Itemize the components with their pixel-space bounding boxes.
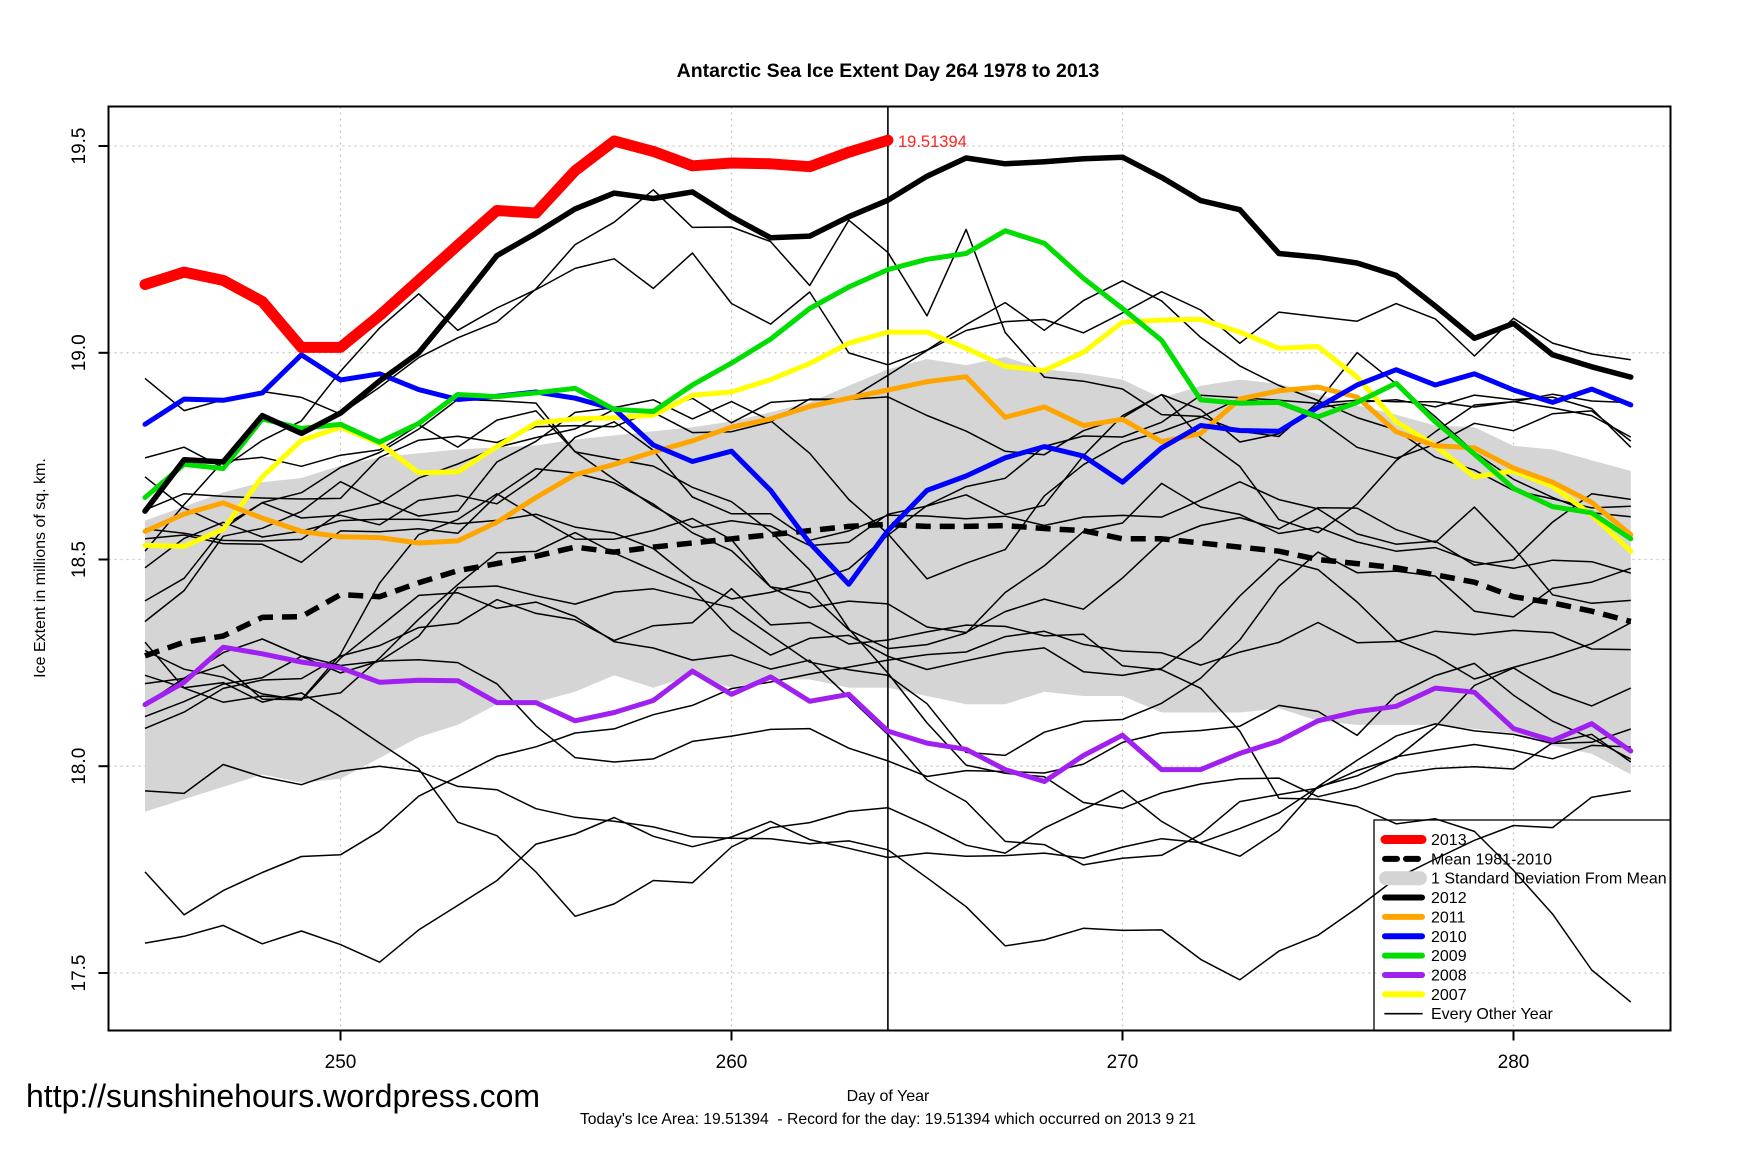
svg-text:270: 270 bbox=[1107, 1052, 1139, 1073]
svg-text:2010: 2010 bbox=[1431, 929, 1467, 946]
svg-text:Every Other Year: Every Other Year bbox=[1431, 1006, 1554, 1023]
svg-text:280: 280 bbox=[1498, 1052, 1530, 1073]
svg-text:2007: 2007 bbox=[1431, 987, 1467, 1004]
svg-text:260: 260 bbox=[716, 1052, 748, 1073]
svg-text:19.51394: 19.51394 bbox=[898, 133, 967, 151]
svg-text:2008: 2008 bbox=[1431, 967, 1467, 984]
svg-text:19.0: 19.0 bbox=[69, 334, 90, 371]
svg-text:18.0: 18.0 bbox=[69, 748, 90, 785]
svg-text:Day of Year: Day of Year bbox=[847, 1088, 930, 1105]
svg-text:19.5: 19.5 bbox=[69, 128, 90, 165]
svg-text:1 Standard Deviation From Mean: 1 Standard Deviation From Mean bbox=[1431, 871, 1667, 888]
svg-text:http://sunshinehours.wordpress: http://sunshinehours.wordpress.com bbox=[26, 1078, 540, 1114]
svg-text:18.5: 18.5 bbox=[69, 541, 90, 578]
svg-text:Ice Extent in millions of sq.: Ice Extent in millions of sq. km. bbox=[32, 458, 49, 678]
svg-text:17.5: 17.5 bbox=[69, 955, 90, 992]
svg-text:Today's Ice Area: 19.51394 -: Today's Ice Area: 19.51394 - Record for … bbox=[580, 1111, 1196, 1128]
svg-text:2009: 2009 bbox=[1431, 948, 1467, 965]
svg-text:2011: 2011 bbox=[1431, 909, 1466, 926]
svg-text:2013: 2013 bbox=[1431, 832, 1467, 849]
svg-text:2012: 2012 bbox=[1431, 890, 1467, 907]
svg-text:Antarctic Sea Ice Extent Day 2: Antarctic Sea Ice Extent Day 264 1978 to… bbox=[677, 60, 1100, 82]
svg-text:Mean 1981-2010: Mean 1981-2010 bbox=[1431, 851, 1552, 868]
svg-text:250: 250 bbox=[325, 1052, 357, 1073]
